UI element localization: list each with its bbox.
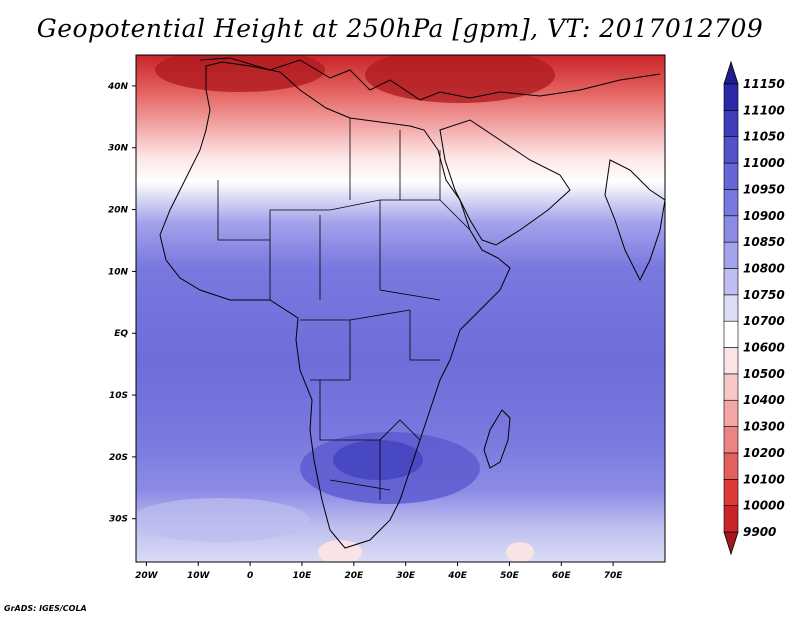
- lat-tick-label: 20S: [109, 453, 128, 463]
- grads-credit: GrADS: IGES/COLA: [4, 604, 87, 613]
- colorbar-level-label: 9900: [743, 525, 776, 539]
- colorbar-segment: [723, 320, 739, 348]
- longitude-axis: 20W 10W 0 10E 20E 30E 40E 50E 60E 70E: [135, 562, 623, 581]
- plot-area: [136, 55, 665, 562]
- colorbar-segment: [723, 505, 739, 533]
- colorbar-level-label: 11000: [743, 156, 785, 170]
- lat-tick-label: EQ: [114, 329, 128, 339]
- colorbar-segment: [723, 241, 739, 269]
- lat-tick-label: 10N: [108, 267, 129, 277]
- lon-tick-label: 10E: [293, 571, 313, 581]
- lat-tick-label: 40N: [107, 82, 129, 92]
- low-south-east: [506, 542, 534, 562]
- colorbar-level-label: 10500: [743, 367, 785, 381]
- colorbar-segment: [723, 399, 739, 427]
- country-borders: [217, 118, 471, 500]
- colorbar-level-label: 10400: [743, 393, 785, 407]
- lat-tick-label: 30N: [108, 144, 129, 154]
- colorbar-segment: [723, 83, 739, 111]
- low-south-cape: [318, 540, 362, 562]
- colorbar-segment: [723, 347, 739, 375]
- africa-coastline: [159, 61, 511, 549]
- low-sw: [136, 498, 310, 542]
- lon-tick-label: 10W: [187, 571, 211, 581]
- colorbar-segment: [723, 189, 739, 217]
- lon-tick-label: 20E: [344, 571, 364, 581]
- colorbar-level-label: 11100: [743, 103, 785, 117]
- colorbar-segment: [723, 136, 739, 164]
- madagascar-coastline: [483, 409, 511, 469]
- high-core-inner: [333, 440, 423, 480]
- lon-tick-label: 70E: [604, 571, 624, 581]
- colorbar-level-label: 10700: [743, 314, 785, 328]
- latitude-axis: 40N 30N 20N 10N EQ 10S 20S 30S: [107, 82, 136, 525]
- colorbar-level-label: 10800: [743, 261, 785, 275]
- colorbar-segment: [723, 426, 739, 454]
- colorbar-segment: [723, 162, 739, 190]
- map-title: Geopotential Height at 250hPa [gpm], VT:…: [36, 14, 764, 43]
- colorbar-segment: [723, 215, 739, 243]
- colorbar-level-label: 10900: [743, 209, 785, 223]
- lat-tick-label: 30S: [109, 515, 128, 525]
- colorbar-segment: [723, 294, 739, 322]
- lon-tick-label: 30E: [396, 571, 416, 581]
- colorbar-bottom-arrow: [723, 531, 739, 556]
- colorbar-level-label: 10850: [743, 235, 785, 249]
- colorbar-segment: [723, 373, 739, 401]
- lon-tick-label: 20W: [135, 571, 159, 581]
- lon-tick-label: 60E: [552, 571, 572, 581]
- colorbar-level-label: 10950: [743, 182, 785, 196]
- lon-tick-label: 50E: [500, 571, 520, 581]
- colorbar-level-label: 11050: [743, 130, 785, 144]
- lat-tick-label: 20N: [108, 206, 129, 216]
- trough-west: [155, 55, 325, 92]
- lon-tick-label: 40E: [447, 571, 468, 581]
- lat-tick-label: 10S: [109, 391, 128, 401]
- india-coastline: [604, 159, 665, 282]
- europe-coastline: [199, 57, 661, 101]
- colorbar-level-label: 10100: [743, 472, 785, 486]
- colorbar: 9900 10000 10100 10200 10300 10400 10500 10600 1…: [723, 60, 785, 556]
- colorbar-segment: [723, 452, 739, 480]
- colorbar-segment: [723, 110, 739, 138]
- colorbar-top-arrow: [723, 60, 739, 85]
- arabia-coastline: [439, 119, 571, 246]
- colorbar-segment: [723, 268, 739, 296]
- colorbar-level-label: 10200: [743, 446, 785, 460]
- plot-frame: [135, 54, 666, 563]
- colorbar-segment: [723, 478, 739, 506]
- colorbar-level-label: 11150: [743, 77, 785, 91]
- lon-tick-label: 0: [247, 571, 253, 581]
- colorbar-level-label: 10300: [743, 420, 785, 434]
- colorbar-level-label: 10600: [743, 341, 785, 355]
- trough-east: [365, 55, 555, 103]
- colorbar-level-label: 10750: [743, 288, 785, 302]
- colorbar-level-label: 10000: [743, 499, 785, 513]
